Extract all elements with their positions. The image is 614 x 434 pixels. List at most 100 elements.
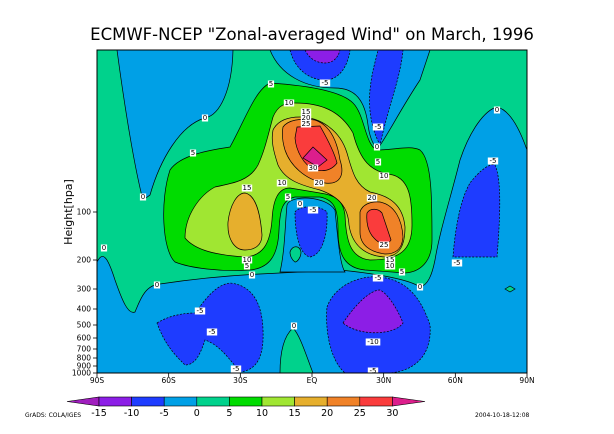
x-tick-label: 30N — [376, 376, 391, 385]
colorbar-swatch — [229, 396, 263, 407]
colorbar-label: 20 — [321, 408, 333, 419]
region-neg15-to-neg10-top — [304, 50, 341, 64]
contour-label-bg — [201, 114, 209, 122]
contour-label: 20 — [315, 179, 324, 187]
contour-label-bg — [267, 80, 275, 88]
contour-label: -5 — [370, 367, 377, 375]
colorbar-swatch — [326, 396, 361, 407]
contour-label-bg — [189, 149, 197, 157]
contour-label: 0 — [298, 200, 302, 208]
colorbar-label: 0 — [194, 408, 200, 419]
y-tick-label: 700 — [77, 345, 92, 354]
contour-label-bg — [194, 307, 206, 315]
contour-label: 10 — [380, 172, 389, 180]
colorbar-swatch — [359, 396, 393, 407]
contour-label: 0 — [375, 143, 379, 151]
y-tick-label: 1000 — [72, 369, 91, 378]
contour-label: 15 — [386, 256, 395, 264]
colorbar: -15 -10 -5 0 5 10 15 20 25 30 — [66, 396, 426, 419]
contour-label: 25 — [302, 120, 311, 128]
contour-label: -5 — [322, 79, 329, 87]
contour-label-bg — [283, 99, 295, 107]
contour-label-bg — [384, 256, 396, 264]
contour-label: 15 — [243, 184, 252, 192]
contour-label: -5 — [197, 307, 204, 315]
y-tick-label: 200 — [77, 256, 92, 265]
contour-label: -5 — [490, 157, 497, 165]
contour-label: 15 — [302, 108, 311, 116]
region-above-30 — [302, 146, 328, 168]
contour-label-bg — [243, 262, 251, 270]
contour-label-bg — [307, 206, 319, 214]
colorbar-label: 25 — [354, 408, 366, 419]
contour-label-bg — [373, 143, 381, 151]
colorbar-arrow-low — [66, 396, 100, 407]
contour-label-bg — [451, 259, 463, 267]
contour-label-bg — [372, 123, 384, 131]
contour-label-bg — [241, 256, 253, 264]
colorbar-label: 15 — [289, 408, 301, 419]
contour-label-bg — [366, 194, 378, 202]
contour-label: 5 — [286, 193, 290, 201]
colorbar-swatch — [294, 396, 328, 407]
contour-label-bg — [248, 271, 256, 279]
contour-label: 20 — [368, 194, 377, 202]
region-0-to-5-diamond — [504, 285, 516, 293]
contour-label: 0 — [418, 283, 422, 291]
colorbar-label: -10 — [124, 408, 140, 419]
x-tick-label: 60N — [448, 376, 463, 385]
contour-label: 0 — [495, 106, 499, 114]
contour-label-bg — [307, 164, 319, 172]
region-neg10-to-neg5-lower-left — [156, 282, 264, 373]
contour-label-bg — [384, 262, 396, 270]
contour-label: 0 — [292, 322, 296, 330]
contour-label: 5 — [400, 268, 404, 276]
colorbar-swatch — [163, 396, 198, 407]
contour-label: 30 — [309, 164, 318, 172]
contour-label-bg — [487, 157, 499, 165]
contour-label-bg — [372, 274, 384, 282]
colorbar-swatch — [98, 396, 132, 407]
x-tick-label: 90N — [519, 376, 534, 385]
contour-label: 0 — [102, 244, 106, 252]
contour-label: 10 — [278, 179, 287, 187]
region-neg5-to-0-upper-left — [116, 50, 234, 201]
contour-label-bg — [300, 120, 312, 128]
contour-label: 0 — [203, 114, 207, 122]
contour-label-bg — [367, 367, 379, 375]
contour-label: -5 — [454, 259, 461, 267]
contour-label-bg — [300, 108, 312, 116]
region-neg15-to-neg10-lower — [342, 289, 404, 334]
contour-label: 10 — [243, 256, 252, 264]
colorbar-label: 30 — [386, 408, 398, 419]
y-tick-label: 900 — [77, 362, 92, 371]
contour-label: 5 — [191, 149, 195, 157]
colorbar-swatch — [261, 396, 295, 407]
contour-label-bg — [230, 365, 242, 373]
x-tick-label: EQ — [307, 376, 318, 385]
y-tick-label: 100 — [77, 208, 92, 217]
contour-label-bg — [276, 179, 288, 187]
footer-right: 2004-10-18-12:08 — [475, 412, 530, 419]
x-tick-label: 90S — [90, 376, 105, 385]
contour-label: -10 — [367, 338, 378, 346]
contour-label-bg — [319, 79, 331, 87]
region-neg10-to-neg5-right — [452, 164, 501, 258]
region-0-to-5-blob — [289, 246, 302, 263]
chart-title: ECMWF-NCEP "Zonal-averaged Wind" on Marc… — [90, 25, 534, 44]
colorbar-label: 10 — [256, 408, 268, 419]
contour-label: 10 — [386, 262, 395, 270]
contour-label: -5 — [375, 274, 382, 282]
colorbar-label: 5 — [226, 408, 232, 419]
region-neg10-to-neg5-eq — [294, 206, 328, 258]
contour-label-bg — [100, 244, 108, 252]
contour-label-bg — [153, 281, 161, 289]
colorbar-arrow-high — [392, 396, 426, 407]
contour-label-bg — [374, 158, 382, 166]
contour-label-bg — [398, 268, 406, 276]
contour-label: 5 — [269, 80, 273, 88]
contour-label: 25 — [380, 241, 389, 249]
footer-left: GrADS: COLA/IGES — [25, 412, 81, 419]
y-tick-label: 800 — [77, 354, 92, 363]
